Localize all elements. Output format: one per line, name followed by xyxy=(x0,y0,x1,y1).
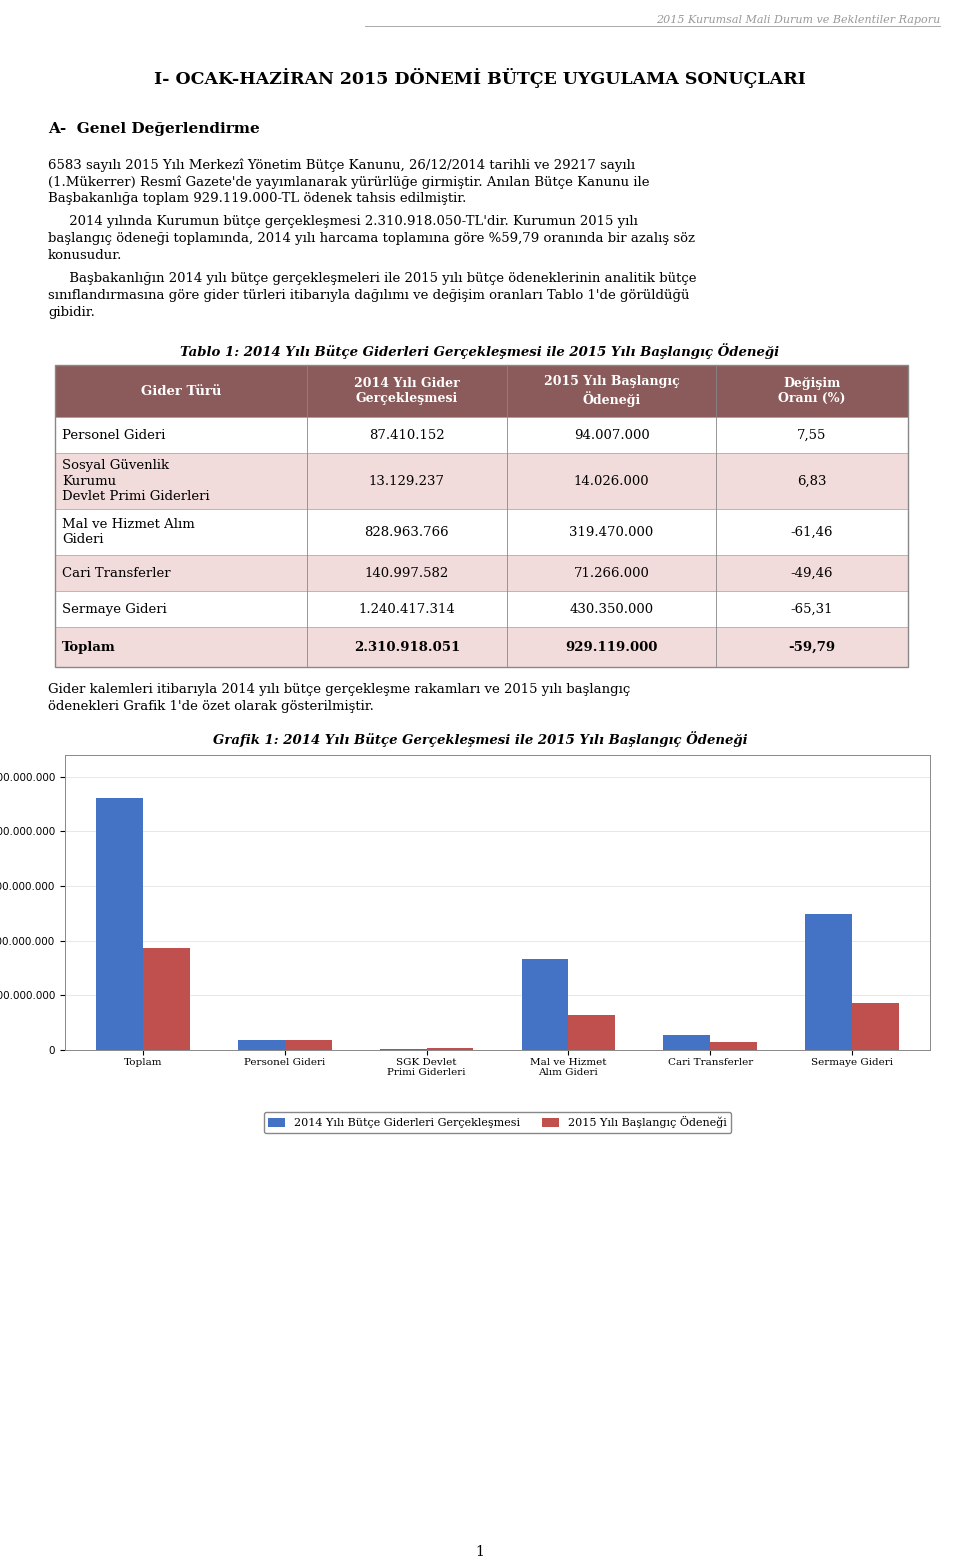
Bar xyxy=(285,1040,331,1051)
Text: Toplam: Toplam xyxy=(62,640,116,654)
Text: -59,79: -59,79 xyxy=(788,640,835,654)
Text: 140.997.582: 140.997.582 xyxy=(365,567,449,579)
Text: 2014 yılında Kurumun bütçe gerçekleşmesi 2.310.918.050-TL'dir. Kurumun 2015 yılı: 2014 yılında Kurumun bütçe gerçekleşmesi… xyxy=(48,215,637,228)
Bar xyxy=(852,1004,899,1051)
Bar xyxy=(55,365,908,417)
Bar xyxy=(55,628,908,667)
Bar xyxy=(143,949,190,1051)
Text: 6,83: 6,83 xyxy=(798,475,827,487)
Legend: 2014 Yılı Bütçe Giderleri Gerçekleşmesi, 2015 Yılı Başlangıç Ödeneği: 2014 Yılı Bütçe Giderleri Gerçekleşmesi,… xyxy=(264,1111,732,1133)
Text: Tablo 1: 2014 Yılı Bütçe Giderleri Gerçekleşmesi ile 2015 Yılı Başlangıç Ödeneği: Tablo 1: 2014 Yılı Bütçe Giderleri Gerçe… xyxy=(180,343,780,359)
Bar xyxy=(55,556,908,592)
Text: A-  Genel Değerlendirme: A- Genel Değerlendirme xyxy=(48,122,260,136)
Text: 2014 Yılı Gider
Gerçekleşmesi: 2014 Yılı Gider Gerçekleşmesi xyxy=(354,376,460,406)
Text: sınıflandırmasına göre gider türleri itibarıyla dağılımı ve değişim oranları Tab: sınıflandırmasına göre gider türleri iti… xyxy=(48,289,689,301)
Bar xyxy=(238,1041,285,1051)
Bar xyxy=(568,1015,615,1051)
Bar xyxy=(521,960,568,1051)
Text: -65,31: -65,31 xyxy=(791,603,833,615)
Bar xyxy=(55,365,908,667)
Text: 71.266.000: 71.266.000 xyxy=(574,567,650,579)
Text: 94.007.000: 94.007.000 xyxy=(574,429,650,442)
Text: Mal ve Hizmet Alım
Gideri: Mal ve Hizmet Alım Gideri xyxy=(62,518,195,546)
Bar xyxy=(96,798,143,1051)
Text: 6583 sayılı 2015 Yılı Merkezî Yönetim Bütçe Kanunu, 26/12/2014 tarihli ve 29217 : 6583 sayılı 2015 Yılı Merkezî Yönetim Bü… xyxy=(48,158,636,172)
Text: 430.350.000: 430.350.000 xyxy=(569,603,654,615)
Text: Değişim
Oranı (%): Değişim Oranı (%) xyxy=(779,376,846,406)
Text: konusudur.: konusudur. xyxy=(48,250,122,262)
Text: gibidir.: gibidir. xyxy=(48,306,95,318)
Text: Cari Transferler: Cari Transferler xyxy=(62,567,171,579)
Text: 2015 Yılı Başlangıç
Ödeneği: 2015 Yılı Başlangıç Ödeneği xyxy=(543,375,680,407)
Text: Grafik 1: 2014 Yılı Bütçe Gerçekleşmesi ile 2015 Yılı Başlangıç Ödeneği: Grafik 1: 2014 Yılı Bütçe Gerçekleşmesi … xyxy=(213,731,747,746)
Text: 2015 Kurumsal Mali Durum ve Beklentiler Raporu: 2015 Kurumsal Mali Durum ve Beklentiler … xyxy=(656,16,940,25)
Text: 87.410.152: 87.410.152 xyxy=(369,429,444,442)
Text: Gider Türü: Gider Türü xyxy=(140,384,221,398)
Bar xyxy=(663,1035,710,1051)
Text: 319.470.000: 319.470.000 xyxy=(569,526,654,539)
Bar xyxy=(55,417,908,453)
Bar xyxy=(710,1043,757,1051)
Text: Gider kalemleri itibarıyla 2014 yılı bütçe gerçekleşme rakamları ve 2015 yılı ba: Gider kalemleri itibarıyla 2014 yılı büt… xyxy=(48,684,631,696)
Bar xyxy=(55,592,908,628)
Text: Sermaye Gideri: Sermaye Gideri xyxy=(62,603,167,615)
Text: 7,55: 7,55 xyxy=(798,429,827,442)
Text: ödenekleri Grafik 1'de özet olarak gösterilmiştir.: ödenekleri Grafik 1'de özet olarak göste… xyxy=(48,699,373,713)
Text: -49,46: -49,46 xyxy=(791,567,833,579)
Text: 929.119.000: 929.119.000 xyxy=(565,640,658,654)
Text: -61,46: -61,46 xyxy=(791,526,833,539)
Text: 1.240.417.314: 1.240.417.314 xyxy=(358,603,455,615)
Text: 13.129.237: 13.129.237 xyxy=(369,475,444,487)
Text: 2.310.918.051: 2.310.918.051 xyxy=(353,640,460,654)
Text: Başbakanlığın 2014 yılı bütçe gerçekleşmeleri ile 2015 yılı bütçe ödeneklerinin : Başbakanlığın 2014 yılı bütçe gerçekleşm… xyxy=(48,272,697,286)
Text: 828.963.766: 828.963.766 xyxy=(365,526,449,539)
Text: Başbakanlığa toplam 929.119.000-TL ödenek tahsis edilmiştir.: Başbakanlığa toplam 929.119.000-TL ödene… xyxy=(48,192,467,204)
Bar xyxy=(55,453,908,509)
Bar xyxy=(55,509,908,556)
Text: 14.026.000: 14.026.000 xyxy=(574,475,649,487)
Text: 1: 1 xyxy=(475,1545,485,1559)
Text: I- OCAK-HAZİRAN 2015 DÖNEMİ BÜTÇE UYGULAMA SONUÇLARI: I- OCAK-HAZİRAN 2015 DÖNEMİ BÜTÇE UYGULA… xyxy=(155,69,805,87)
Bar xyxy=(805,915,852,1051)
Text: Personel Gideri: Personel Gideri xyxy=(62,429,165,442)
Text: (1.Mükerrer) Resmî Gazete'de yayımlanarak yürürlüğe girmiştir. Anılan Bütçe Kanu: (1.Mükerrer) Resmî Gazete'de yayımlanara… xyxy=(48,175,650,189)
Text: başlangıç ödeneği toplamında, 2014 yılı harcama toplamına göre %59,79 oranında b: başlangıç ödeneği toplamında, 2014 yılı … xyxy=(48,233,695,245)
Text: Sosyal Güvenlik
Kurumu
Devlet Primi Giderleri: Sosyal Güvenlik Kurumu Devlet Primi Gide… xyxy=(62,459,209,503)
